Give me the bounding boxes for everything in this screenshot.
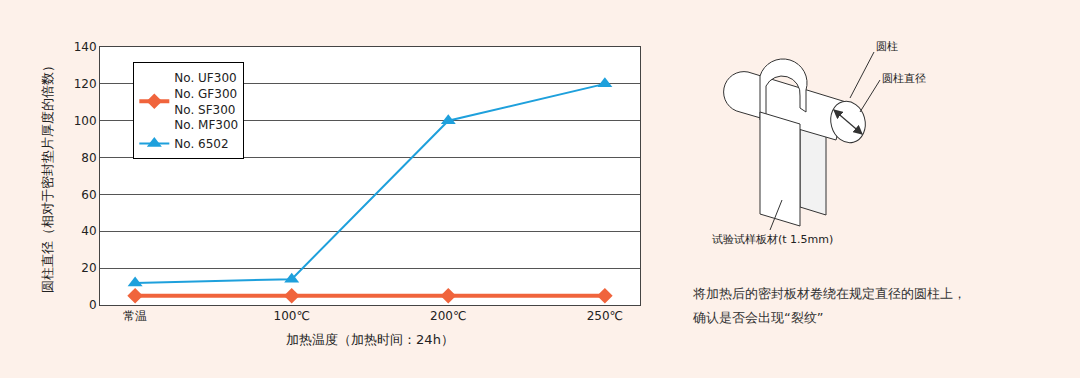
svg-text:250℃: 250℃ <box>587 309 623 323</box>
svg-text:0: 0 <box>89 298 97 312</box>
svg-text:圆柱直径（相对于密封垫片厚度的倍数）: 圆柱直径（相对于密封垫片厚度的倍数） <box>40 59 55 293</box>
svg-text:No. UF300No. GF300No. SF300No.: No. UF300No. GF300No. SF300No. MF300 <box>174 71 238 132</box>
svg-text:60: 60 <box>81 188 96 202</box>
svg-text:140: 140 <box>74 40 97 54</box>
svg-text:80: 80 <box>81 151 96 165</box>
svg-text:40: 40 <box>81 224 96 238</box>
svg-text:100: 100 <box>74 114 97 128</box>
svg-text:圆柱直径: 圆柱直径 <box>882 72 926 85</box>
svg-text:No. 6502: No. 6502 <box>174 137 228 151</box>
svg-text:确认是否会出现“裂纹”: 确认是否会出现“裂纹” <box>692 310 823 325</box>
svg-text:20: 20 <box>81 261 96 275</box>
svg-text:圆柱: 圆柱 <box>876 40 898 53</box>
svg-text:加热温度（加热时间：24h）: 加热温度（加热时间：24h） <box>286 332 454 347</box>
svg-text:试验试样板材(t 1.5mm): 试验试样板材(t 1.5mm) <box>712 233 833 246</box>
svg-text:将加热后的密封板材卷绕在规定直径的圆柱上，: 将加热后的密封板材卷绕在规定直径的圆柱上， <box>692 286 966 301</box>
svg-text:100℃: 100℃ <box>274 309 310 323</box>
svg-text:常温: 常温 <box>123 309 147 323</box>
svg-text:120: 120 <box>74 77 97 91</box>
svg-text:200℃: 200℃ <box>430 309 466 323</box>
